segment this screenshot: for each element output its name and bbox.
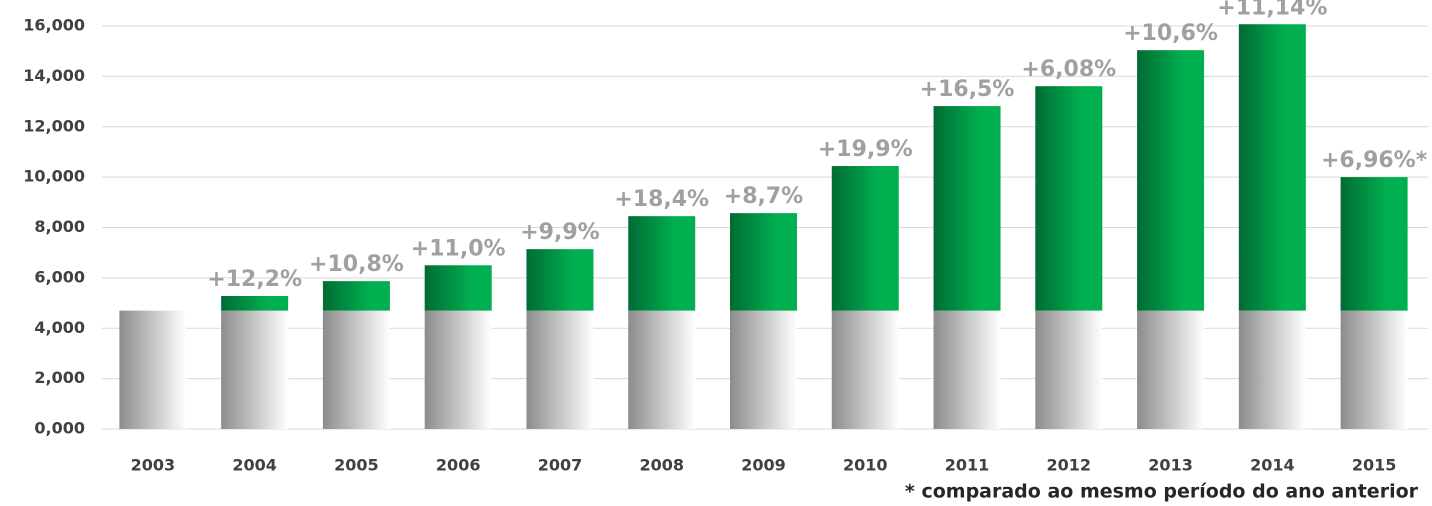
y-tick-label: 8,000 [34, 217, 85, 236]
y-tick-label: 16,000 [23, 16, 85, 35]
y-tick-label: 12,000 [23, 116, 85, 135]
growth-label: +10,8% [309, 252, 404, 277]
growth-label: +19,9% [818, 137, 913, 162]
bar-segment [1340, 177, 1408, 311]
growth-label: +6,96%* [1321, 148, 1428, 173]
growth-label: +6,08% [1021, 57, 1116, 82]
growth-label: +11,14% [1217, 0, 1327, 20]
y-tick-label: 0,000 [34, 419, 85, 438]
y-tick-label: 2,000 [34, 368, 85, 387]
growth-label: +11,0% [411, 236, 506, 261]
bar-segment [526, 249, 594, 311]
bar-segment [322, 281, 390, 311]
bar-segment [119, 310, 187, 429]
growth-label: +12,2% [207, 267, 302, 292]
x-tick-label: 2006 [436, 456, 481, 475]
y-tick-label: 14,000 [23, 66, 85, 85]
bar-segment [1238, 24, 1306, 311]
growth-label: +10,6% [1123, 21, 1218, 46]
y-tick-label: 4,000 [34, 318, 85, 337]
bar-segment [831, 166, 899, 311]
x-tick-label: 2003 [131, 456, 176, 475]
x-tick-label: 2007 [538, 456, 583, 475]
bar-segment [221, 296, 289, 311]
x-tick-label: 2010 [843, 456, 888, 475]
bar-segment [322, 310, 390, 429]
x-tick-label: 2011 [945, 456, 990, 475]
bar-segment [424, 265, 492, 311]
growth-label: +9,9% [520, 220, 599, 245]
bar-segment [221, 310, 289, 429]
bar-segment [1238, 310, 1306, 429]
bar-segment [730, 310, 797, 429]
growth-label: +18,4% [614, 187, 709, 212]
bar-segment [933, 106, 1001, 311]
bar-segment [526, 310, 594, 429]
growth-label: +8,7% [724, 184, 803, 209]
x-tick-label: 2014 [1250, 456, 1295, 475]
bar-segment [1340, 310, 1408, 429]
footnote: * comparado ao mesmo período do ano ante… [905, 481, 1419, 503]
bar-segment [1035, 310, 1103, 429]
bar-segment [730, 213, 797, 311]
growth-label: +16,5% [920, 77, 1015, 102]
bar-segment [628, 216, 696, 311]
bar-segment [628, 310, 696, 429]
x-tick-label: 2013 [1148, 456, 1193, 475]
bar-segment [424, 310, 492, 429]
x-tick-label: 2004 [232, 456, 277, 475]
bar-segment [831, 310, 899, 429]
bar-segment [1137, 50, 1205, 311]
bar-segment [1137, 310, 1205, 429]
x-tick-label: 2005 [334, 456, 379, 475]
x-tick-label: 2008 [639, 456, 684, 475]
bar-segment [1035, 86, 1103, 311]
x-tick-label: 2015 [1352, 456, 1397, 475]
y-tick-label: 10,000 [23, 167, 85, 186]
x-tick-label: 2012 [1047, 456, 1092, 475]
bar-segment [933, 310, 1001, 429]
x-tick-label: 2009 [741, 456, 786, 475]
y-tick-label: 6,000 [34, 267, 85, 286]
